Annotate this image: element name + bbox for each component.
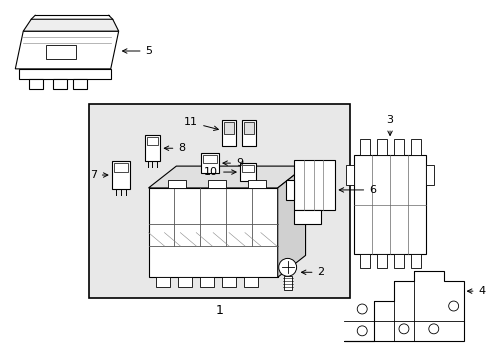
- Bar: [376, 255, 386, 268]
- Circle shape: [398, 324, 408, 334]
- Text: 2: 2: [301, 267, 324, 277]
- Polygon shape: [19, 69, 110, 79]
- Bar: [53, 79, 67, 89]
- Bar: [178, 277, 192, 287]
- Bar: [201, 153, 219, 173]
- Polygon shape: [148, 188, 277, 277]
- Bar: [46, 45, 76, 59]
- Bar: [29, 79, 43, 89]
- Bar: [156, 277, 170, 287]
- Polygon shape: [293, 210, 321, 224]
- Bar: [360, 255, 369, 268]
- Bar: [283, 276, 291, 290]
- Bar: [224, 122, 234, 134]
- Bar: [89, 104, 349, 298]
- Bar: [222, 121, 236, 146]
- Bar: [144, 135, 160, 161]
- Bar: [410, 139, 420, 155]
- Text: 4: 4: [467, 286, 485, 296]
- Circle shape: [428, 324, 438, 334]
- Text: 1: 1: [216, 305, 224, 318]
- Bar: [410, 255, 420, 268]
- Bar: [208, 180, 225, 188]
- Bar: [425, 165, 433, 185]
- Text: 6: 6: [339, 185, 375, 195]
- Bar: [168, 180, 186, 188]
- Bar: [222, 277, 236, 287]
- Bar: [346, 165, 353, 185]
- Polygon shape: [353, 155, 425, 255]
- Bar: [203, 155, 217, 163]
- Bar: [240, 163, 255, 181]
- Bar: [360, 139, 369, 155]
- Text: 9: 9: [223, 158, 243, 168]
- Polygon shape: [15, 31, 119, 69]
- Circle shape: [448, 301, 458, 311]
- Polygon shape: [277, 166, 305, 277]
- Text: 5: 5: [122, 46, 152, 56]
- Bar: [247, 180, 265, 188]
- Bar: [393, 255, 403, 268]
- Polygon shape: [23, 19, 119, 31]
- Polygon shape: [344, 271, 463, 341]
- Bar: [393, 139, 403, 155]
- Circle shape: [278, 258, 296, 276]
- Bar: [200, 277, 214, 287]
- Text: 3: 3: [386, 116, 393, 135]
- Bar: [242, 165, 253, 172]
- Bar: [244, 122, 253, 134]
- Text: 8: 8: [164, 143, 185, 153]
- Text: 11: 11: [184, 117, 218, 130]
- Bar: [73, 79, 87, 89]
- Text: 10: 10: [203, 167, 236, 177]
- Circle shape: [357, 326, 366, 336]
- Text: 7: 7: [89, 170, 108, 180]
- Polygon shape: [148, 166, 305, 188]
- Circle shape: [357, 304, 366, 314]
- Polygon shape: [285, 180, 293, 200]
- Bar: [376, 139, 386, 155]
- Bar: [111, 161, 129, 189]
- Bar: [114, 163, 127, 172]
- Bar: [242, 121, 255, 146]
- Bar: [146, 137, 158, 145]
- Bar: [293, 160, 335, 210]
- Bar: [244, 277, 257, 287]
